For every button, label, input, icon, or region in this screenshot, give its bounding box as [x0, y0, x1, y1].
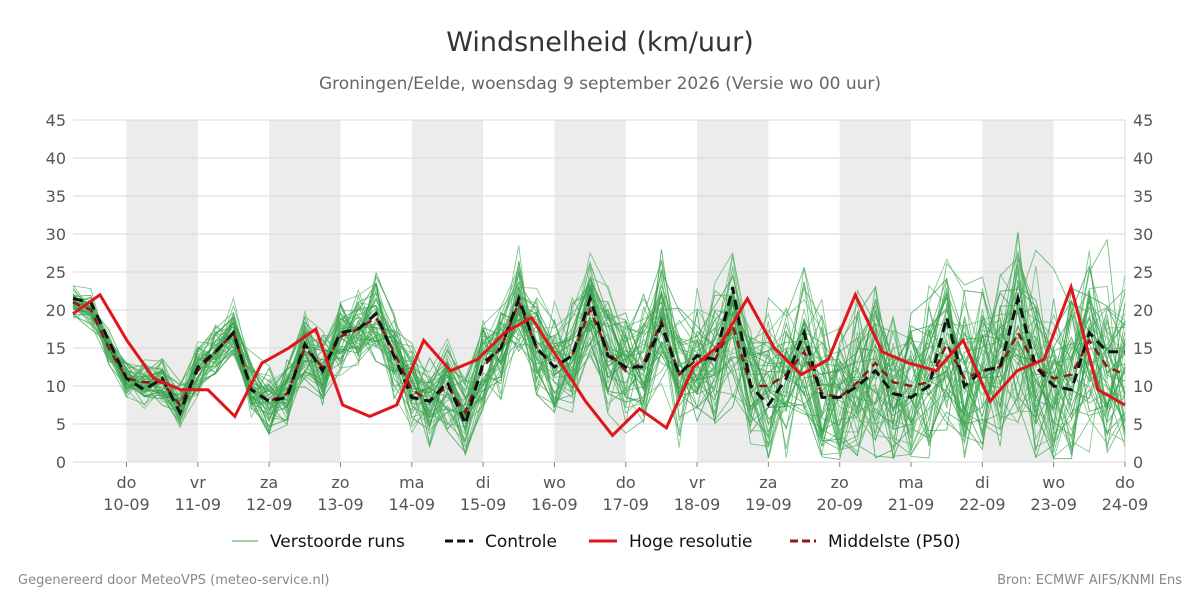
x-tick-day: do [1115, 473, 1135, 492]
x-tick-date: 11-09 [175, 495, 222, 514]
x-tick-date: 15-09 [460, 495, 507, 514]
legend: Verstoorde runs Controle Hoge resolutie Mid… [232, 532, 961, 552]
y-tick-label: 10 [46, 377, 66, 396]
x-tick-date: 19-09 [745, 495, 792, 514]
x-tick-date: 24-09 [1102, 495, 1149, 514]
y-tick-label: 5 [56, 415, 66, 434]
x-tick-date: 22-09 [959, 495, 1006, 514]
x-tick-day: do [616, 473, 636, 492]
footer-generated-by: Gegenereerd door MeteoVPS (meteo-service… [18, 573, 329, 588]
x-tick-day: di [975, 473, 990, 492]
x-axis: do 10-09 vr 11-09 za 12-09 zo 13-09 ma 14-09 di 15-… [103, 462, 1148, 514]
x-tick-date: 21-09 [888, 495, 935, 514]
x-tick-date: 23-09 [1030, 495, 1077, 514]
x-tick-date: 10-09 [103, 495, 150, 514]
y-tick-label: 30 [1133, 225, 1153, 244]
x-tick-date: 12-09 [246, 495, 293, 514]
legend-label: Controle [485, 532, 557, 552]
y-tick-label: 20 [1133, 301, 1153, 320]
y-tick-label: 10 [1133, 377, 1153, 396]
y-tick-label: 5 [1133, 415, 1143, 434]
y-axis-right: 0 5 10 15 20 25 30 35 40 45 [1133, 111, 1153, 472]
x-tick-day: za [759, 473, 777, 492]
y-tick-label: 0 [56, 453, 66, 472]
x-tick-day: vr [190, 473, 206, 492]
x-tick-day: di [476, 473, 491, 492]
chart-subtitle: Groningen/Eelde, woensdag 9 september 20… [319, 74, 881, 94]
shaded-day [269, 120, 341, 462]
x-tick-date: 16-09 [531, 495, 578, 514]
y-tick-label: 40 [1133, 149, 1153, 168]
legend-label: Middelste (P50) [828, 532, 961, 552]
ensemble-member-line [72, 294, 1126, 442]
x-tick-day: vr [689, 473, 705, 492]
ensemble-member-line [72, 261, 1126, 453]
y-axis-left: 0 5 10 15 20 25 30 35 40 45 [46, 111, 66, 472]
ensemble-member-line [72, 238, 1126, 459]
y-tick-label: 45 [1133, 111, 1153, 130]
footer-source: Bron: ECMWF AIFS/KNMI Ens [997, 573, 1182, 588]
y-tick-label: 35 [46, 187, 66, 206]
x-tick-date: 14-09 [389, 495, 436, 514]
ensemble-member-line [72, 279, 1126, 448]
x-tick-day: ma [399, 473, 424, 492]
legend-label: Verstoorde runs [270, 532, 405, 552]
y-tick-label: 25 [1133, 263, 1153, 282]
legend-label: Hoge resolutie [629, 532, 753, 552]
x-tick-day: za [260, 473, 278, 492]
x-tick-date: 17-09 [602, 495, 649, 514]
x-tick-day: zo [331, 473, 349, 492]
shaded-day [839, 120, 912, 462]
x-tick-date: 18-09 [674, 495, 721, 514]
x-tick-day: wo [1042, 473, 1065, 492]
y-tick-label: 20 [46, 301, 66, 320]
high-resolution-line [72, 282, 1126, 438]
main-lines [72, 282, 1126, 438]
y-tick-label: 30 [46, 225, 66, 244]
shaded-day [126, 120, 198, 462]
x-tick-day: ma [898, 473, 923, 492]
ensemble-member-line [72, 254, 1126, 456]
x-tick-day: wo [543, 473, 566, 492]
y-tick-label: 15 [46, 339, 66, 358]
x-tick-day: zo [831, 473, 849, 492]
x-tick-day: do [117, 473, 137, 492]
y-tick-label: 0 [1133, 453, 1143, 472]
y-tick-label: 40 [46, 149, 66, 168]
y-tick-label: 15 [1133, 339, 1153, 358]
ensemble-member-line [72, 231, 1126, 455]
chart-title: Windsnelheid (km/uur) [446, 27, 754, 58]
y-tick-label: 45 [46, 111, 66, 130]
y-tick-label: 25 [46, 263, 66, 282]
ensemble-member-line [72, 288, 1126, 452]
x-tick-date: 20-09 [816, 495, 863, 514]
x-tick-date: 13-09 [317, 495, 364, 514]
ensemble-member-line [72, 268, 1126, 441]
control-line [72, 286, 1125, 429]
y-tick-label: 35 [1133, 187, 1153, 206]
